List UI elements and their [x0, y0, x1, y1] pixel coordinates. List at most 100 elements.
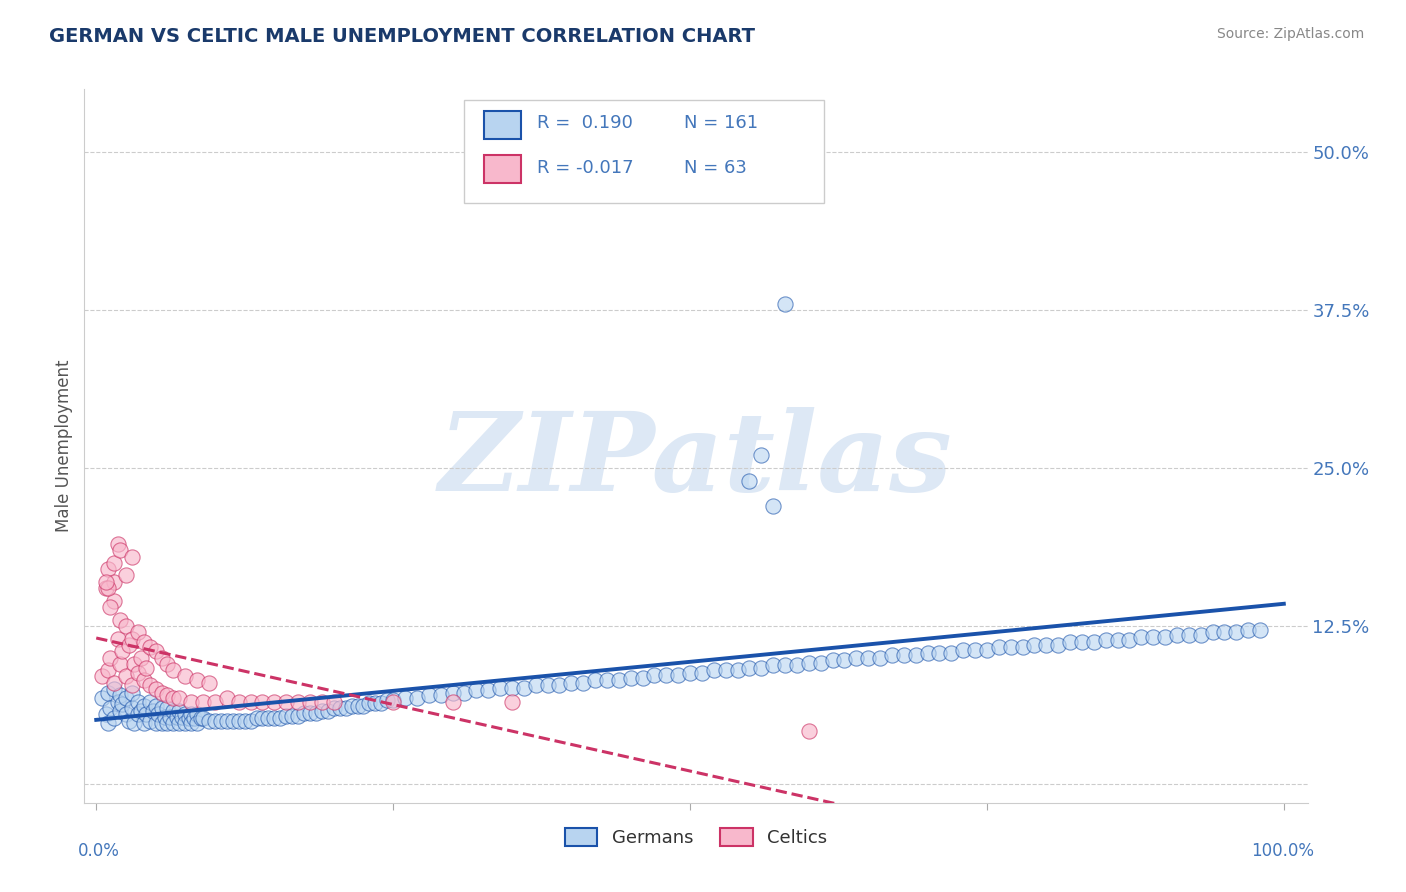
Point	[121, 549, 143, 564]
Point	[150, 650, 173, 665]
Point	[132, 635, 155, 649]
Point	[180, 695, 202, 709]
Point	[204, 695, 226, 709]
Point	[204, 714, 226, 728]
Point	[269, 711, 291, 725]
Point	[115, 707, 138, 722]
Point	[382, 693, 405, 707]
Point	[513, 681, 536, 695]
Point	[121, 686, 143, 700]
Point	[131, 704, 153, 718]
Point	[1083, 635, 1105, 649]
Point	[749, 449, 772, 463]
Text: 0.0%: 0.0%	[79, 842, 120, 860]
Point	[91, 690, 114, 705]
Point	[441, 686, 464, 700]
Legend: Germans, Celtics: Germans, Celtics	[557, 821, 835, 855]
Point	[103, 675, 125, 690]
Point	[1142, 631, 1164, 645]
Point	[749, 660, 772, 674]
Point	[111, 698, 134, 712]
Point	[127, 707, 149, 722]
Point	[821, 653, 844, 667]
Point	[100, 600, 122, 615]
Point	[100, 650, 122, 665]
Point	[121, 632, 143, 646]
Point	[1011, 640, 1033, 655]
Point	[107, 632, 129, 646]
Point	[352, 698, 374, 713]
Point	[1130, 631, 1153, 645]
Point	[976, 643, 998, 657]
Point	[103, 711, 125, 725]
Point	[489, 681, 512, 695]
Point	[198, 675, 221, 690]
Point	[917, 646, 939, 660]
Point	[156, 689, 179, 703]
Point	[329, 701, 352, 715]
Point	[94, 581, 117, 595]
Point	[127, 695, 149, 709]
Point	[1225, 625, 1247, 640]
Point	[107, 537, 129, 551]
Point	[257, 711, 280, 725]
Point	[524, 678, 547, 692]
Point	[1166, 628, 1188, 642]
Point	[276, 708, 298, 723]
Point	[162, 716, 184, 731]
Point	[1154, 631, 1177, 645]
Text: R =  0.190: R = 0.190	[537, 114, 633, 132]
Y-axis label: Male Unemployment: Male Unemployment	[55, 359, 73, 533]
Point	[108, 657, 131, 671]
Point	[453, 686, 475, 700]
Point	[1118, 632, 1140, 647]
Point	[305, 706, 328, 720]
Point	[316, 704, 339, 718]
Point	[150, 686, 173, 700]
Point	[222, 714, 245, 728]
Point	[703, 663, 725, 677]
Point	[97, 663, 120, 677]
Point	[150, 716, 173, 731]
Point	[963, 643, 986, 657]
Point	[170, 710, 193, 724]
Point	[108, 704, 131, 718]
Point	[127, 625, 149, 640]
Point	[382, 695, 405, 709]
Text: GERMAN VS CELTIC MALE UNEMPLOYMENT CORRELATION CHART: GERMAN VS CELTIC MALE UNEMPLOYMENT CORRE…	[49, 27, 755, 45]
Point	[834, 653, 856, 667]
Point	[103, 593, 125, 607]
Point	[97, 581, 120, 595]
Point	[97, 716, 120, 731]
Point	[583, 673, 606, 688]
Point	[1201, 625, 1223, 640]
Point	[111, 644, 134, 658]
Point	[335, 701, 357, 715]
Point	[138, 714, 160, 728]
Point	[115, 669, 138, 683]
Text: N = 63: N = 63	[683, 159, 747, 177]
Point	[987, 640, 1010, 655]
Point	[169, 704, 191, 718]
Point	[418, 689, 440, 703]
Point	[607, 673, 630, 688]
Point	[952, 643, 974, 657]
Point	[1047, 638, 1070, 652]
Point	[252, 695, 274, 709]
Point	[191, 695, 214, 709]
Point	[156, 657, 179, 671]
Point	[281, 708, 304, 723]
Point	[180, 716, 202, 731]
Point	[322, 695, 344, 709]
Point	[1249, 623, 1271, 637]
Point	[666, 668, 689, 682]
Point	[215, 714, 238, 728]
Point	[311, 704, 333, 718]
Point	[209, 714, 232, 728]
Point	[121, 678, 143, 692]
Point	[375, 693, 398, 707]
Point	[132, 716, 155, 731]
Point	[856, 650, 879, 665]
Point	[1094, 632, 1116, 647]
Point	[94, 574, 117, 589]
